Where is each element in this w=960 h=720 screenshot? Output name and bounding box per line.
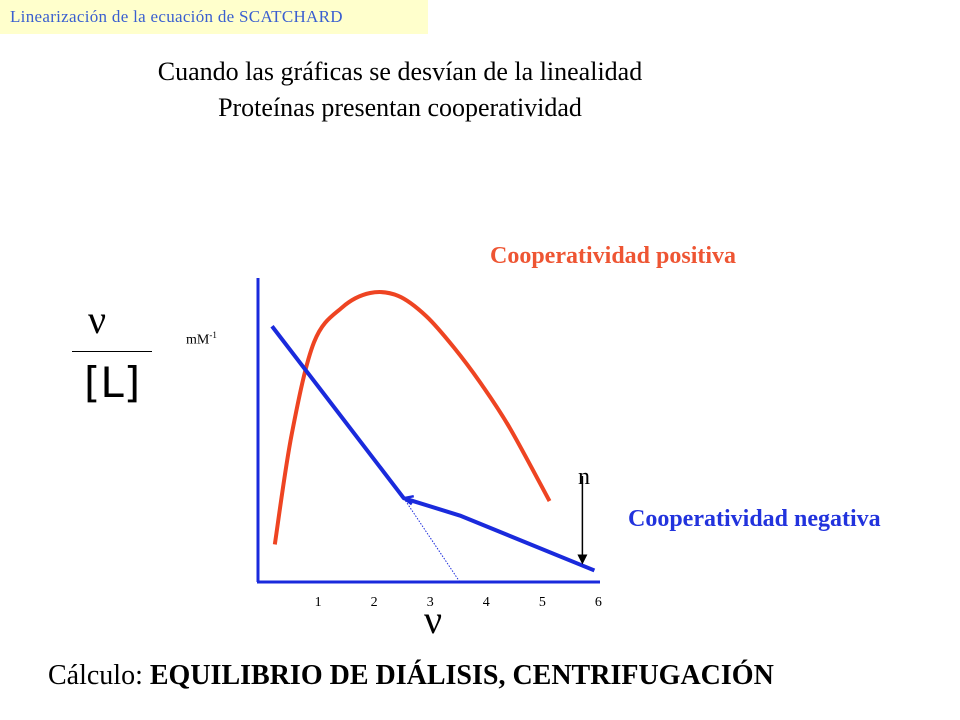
x-axis-symbol: ν: [424, 597, 443, 642]
calculation-methods: Cálculo: EQUILIBRIO DE DIÁLISIS, CENTRIF…: [48, 660, 774, 692]
x-tick-label: 4: [483, 595, 490, 610]
breakpoint-arrow: [400, 494, 415, 506]
x-tick-label: 6: [595, 595, 602, 610]
x-tick-label: 2: [371, 595, 378, 610]
label-negative-cooperativity: Cooperatividad negativa: [628, 506, 881, 532]
y-axis-unit: mM-1: [186, 330, 217, 349]
fraction-bar: [72, 351, 152, 352]
x-tick-label: 5: [539, 595, 546, 610]
y-unit-base: mM: [186, 332, 210, 348]
y-axis-numerator: ν: [88, 297, 107, 342]
calc-methods: EQUILIBRIO DE DIÁLISIS, CENTRIFUGACIÓN: [149, 660, 774, 691]
series-line-negative: [270, 325, 596, 573]
label-positive-cooperativity: Cooperatividad positiva: [490, 243, 737, 269]
y-axis-denominator: [L]: [84, 358, 141, 407]
series-line-positive: [272, 290, 552, 545]
x-tick-label: 1: [315, 595, 322, 610]
n-label: n: [578, 464, 590, 490]
calc-prefix: Cálculo:: [48, 660, 150, 691]
subtitle-line-2: Proteínas presentan cooperatividad: [218, 93, 582, 122]
extrapolation-line: [403, 497, 461, 583]
subtitle-line-1: Cuando las gráficas se desvían de la lin…: [157, 57, 643, 86]
n-arrow-head: [577, 554, 588, 565]
y-unit-exponent: -1: [209, 330, 217, 340]
x-tick-label: 3: [427, 595, 434, 610]
header-title: Linearización de la ecuación de SCATCHAR…: [0, 0, 428, 34]
